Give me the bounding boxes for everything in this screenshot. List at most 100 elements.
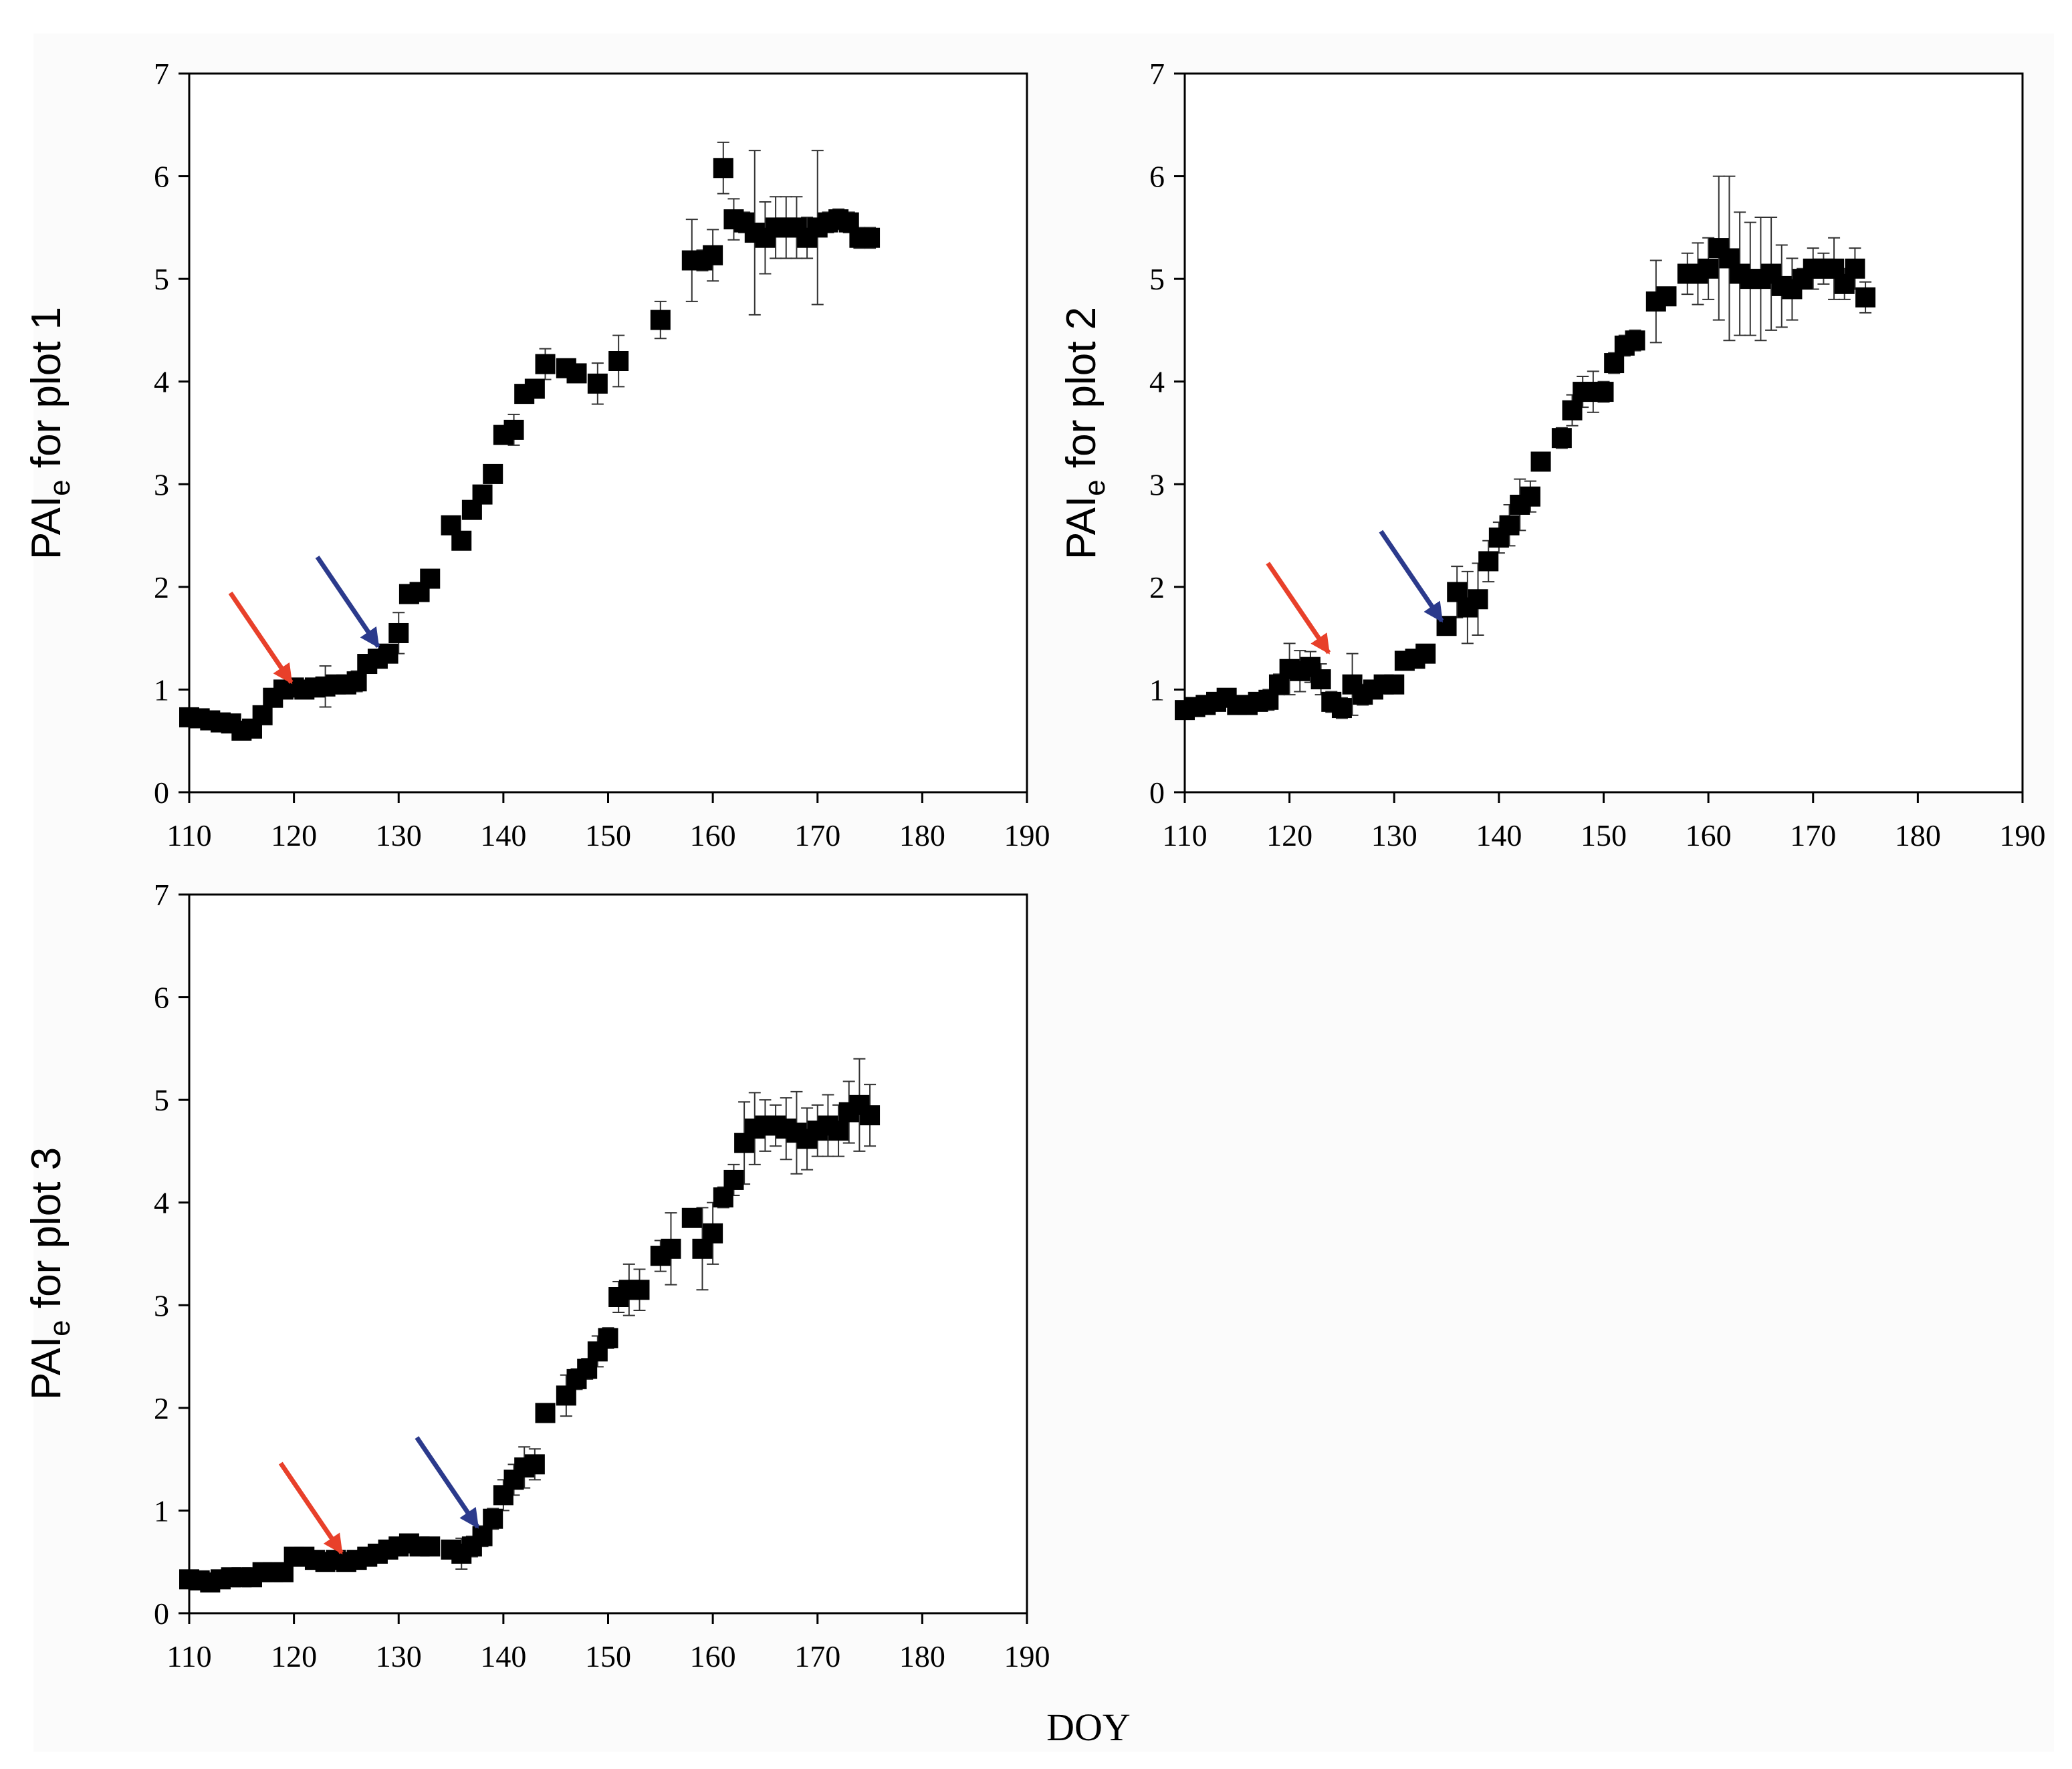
data-point — [681, 1207, 702, 1228]
data-point — [1530, 451, 1551, 472]
data-point — [1551, 428, 1572, 449]
data-point — [1562, 400, 1583, 421]
x-tick-label: 160 — [1686, 818, 1732, 852]
y-tick-label: 2 — [154, 1391, 169, 1425]
y-axis-title-rest: for plot 3 — [23, 1147, 70, 1320]
y-axis-title-subscript: e — [43, 1320, 76, 1336]
data-point — [1855, 287, 1876, 308]
data-point — [346, 671, 367, 692]
red-arrow-annotation — [278, 1461, 344, 1554]
data-point — [1593, 382, 1614, 402]
y-tick-label: 3 — [154, 467, 169, 501]
data-point — [472, 1526, 493, 1546]
data-point — [1499, 515, 1520, 536]
data-point — [661, 1238, 681, 1259]
data-point — [1625, 330, 1645, 351]
plot-area — [1183, 72, 2024, 794]
data-point — [451, 530, 472, 551]
x-tick-label: 140 — [480, 818, 526, 852]
x-tick-label: 120 — [271, 1639, 317, 1673]
y-tick-label: 0 — [154, 1597, 169, 1631]
data-point — [608, 351, 629, 371]
y-tick-label: 7 — [154, 878, 169, 912]
data-point — [1415, 643, 1436, 664]
y-tick-label: 2 — [154, 570, 169, 604]
red-arrow-annotation — [1266, 562, 1331, 655]
x-tick-label: 130 — [1371, 818, 1417, 852]
y-tick-label: 1 — [154, 673, 169, 707]
x-tick-label: 150 — [1581, 818, 1627, 852]
blue-arrow-annotation — [1379, 529, 1444, 623]
x-tick-label: 150 — [585, 818, 631, 852]
y-axis-title-main: PAI — [23, 1336, 70, 1400]
y-axis-title-subscript: e — [1078, 479, 1111, 495]
x-tick-label: 190 — [1004, 1639, 1050, 1673]
x-tick-label: 190 — [2000, 818, 2046, 852]
x-tick-label: 130 — [376, 1639, 422, 1673]
chart-panel-plot2: 110 120 130 140 150 160 170 180 190 0 1 2 3 4 5 6 7 PAIe … — [1058, 57, 2046, 852]
y-axis-title-main: PAI — [23, 496, 70, 560]
data-point — [503, 419, 524, 440]
y-axis-title: PAIe for plot 1 — [23, 307, 76, 560]
red-arrow-annotation — [228, 591, 294, 685]
y-tick-label: 6 — [154, 981, 169, 1015]
data-point — [483, 463, 503, 484]
data-point — [1384, 674, 1405, 695]
y-axis-title-main: PAI — [1058, 496, 1105, 560]
data-point — [535, 354, 556, 374]
data-point — [598, 1328, 618, 1348]
x-tick-label: 170 — [794, 818, 840, 852]
data-point — [703, 1223, 723, 1244]
plot-area — [188, 893, 1028, 1615]
x-tick-label: 190 — [1004, 818, 1050, 852]
x-tick-label: 170 — [794, 1639, 840, 1673]
data-point — [535, 1403, 556, 1423]
x-tick-label: 110 — [1162, 818, 1207, 852]
data-point — [1845, 258, 1865, 279]
x-tick-label: 120 — [1266, 818, 1312, 852]
data-point — [629, 1280, 650, 1300]
y-tick-label: 1 — [1149, 673, 1165, 707]
blue-arrow-annotation — [415, 1436, 480, 1529]
y-tick-label: 0 — [154, 776, 169, 810]
x-tick-label: 140 — [480, 1639, 526, 1673]
x-tick-label: 160 — [690, 818, 736, 852]
y-axis-title-rest: for plot 2 — [1058, 307, 1105, 479]
x-tick-label: 120 — [271, 818, 317, 852]
chart-panel-plot1: 110 120 130 140 150 160 170 180 190 0 1 2 3 4 5 6 7 PAIe … — [23, 57, 1050, 852]
x-tick-label: 130 — [376, 818, 422, 852]
y-axis-title: PAIe for plot 2 — [1058, 307, 1111, 560]
data-point — [828, 1121, 849, 1141]
x-axis-title: DOY — [1046, 1705, 1131, 1749]
data-point — [483, 1508, 503, 1529]
y-tick-label: 7 — [154, 57, 169, 91]
x-tick-label: 180 — [899, 818, 945, 852]
y-tick-label: 6 — [1149, 160, 1165, 194]
y-tick-label: 3 — [154, 1288, 169, 1322]
y-tick-label: 4 — [1149, 365, 1165, 399]
data-point — [1604, 353, 1625, 374]
data-point — [524, 378, 545, 399]
data-point — [860, 227, 881, 248]
data-point — [1478, 551, 1499, 572]
chart-panel-plot3: 110 120 130 140 150 160 170 180 190 0 1 2 3 4 5 6 7 PAIe … — [23, 878, 1050, 1673]
y-axis-title-subscript: e — [43, 479, 76, 495]
plot-area — [188, 72, 1028, 794]
y-axis-title: PAIe for plot 3 — [23, 1147, 76, 1400]
blue-arrow-annotation — [315, 556, 380, 648]
data-point — [378, 643, 398, 664]
y-tick-label: 3 — [1149, 467, 1165, 501]
data-point — [703, 245, 723, 265]
data-point — [723, 1169, 744, 1190]
data-point — [577, 1359, 598, 1379]
y-tick-label: 4 — [154, 365, 169, 399]
data-point — [1331, 698, 1352, 719]
data-point — [252, 705, 273, 725]
y-axis-title-rest: for plot 1 — [23, 307, 70, 479]
y-tick-label: 5 — [1149, 262, 1165, 296]
y-tick-label: 1 — [154, 1494, 169, 1528]
data-point — [1698, 258, 1719, 279]
data-point — [713, 1187, 733, 1208]
data-point — [1468, 589, 1488, 610]
data-point — [713, 158, 733, 179]
